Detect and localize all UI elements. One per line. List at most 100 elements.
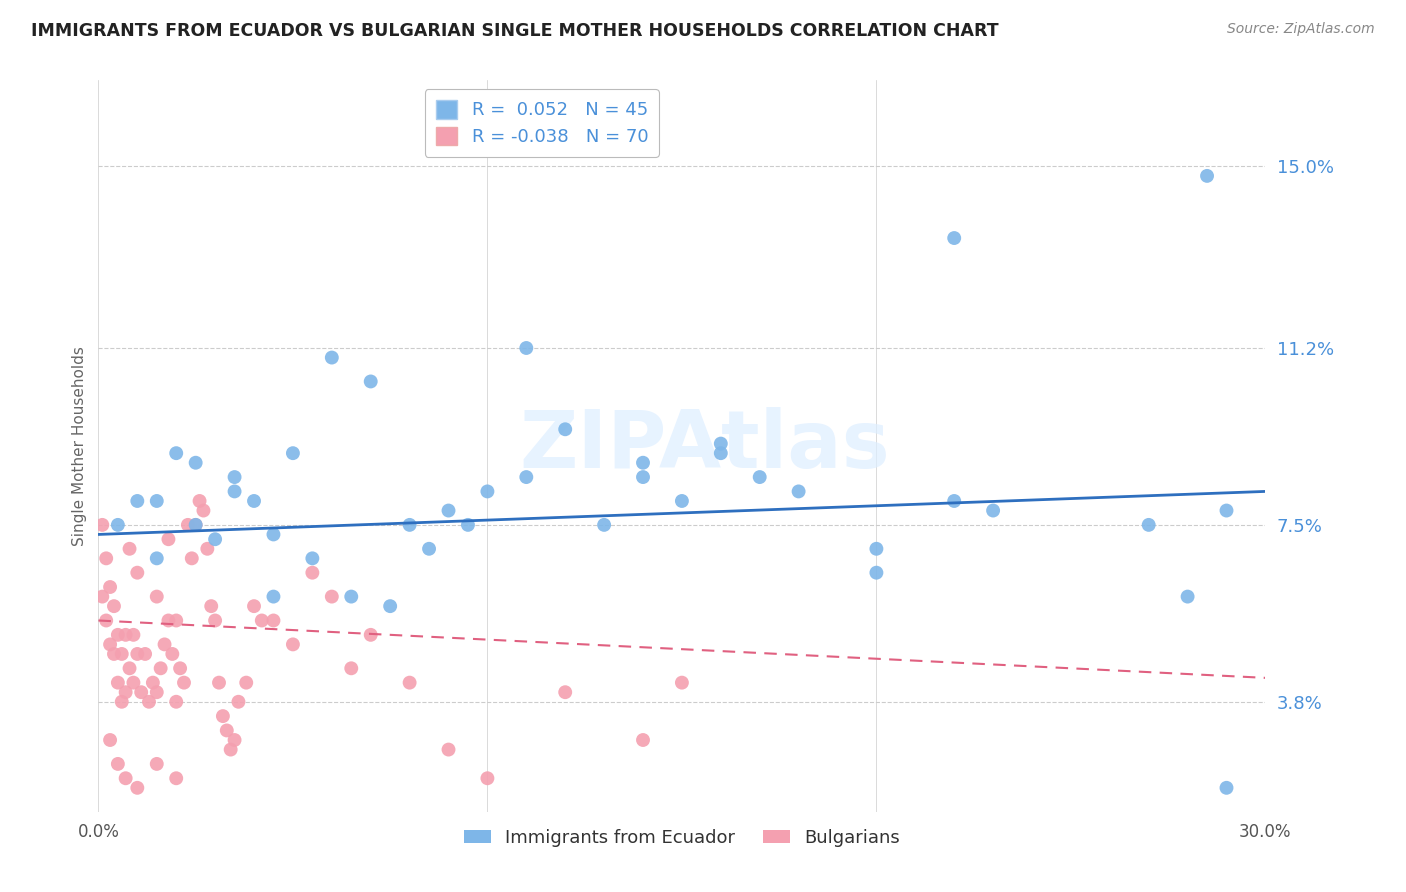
Point xyxy=(103,647,125,661)
Point xyxy=(146,494,169,508)
Point xyxy=(111,695,134,709)
Point xyxy=(224,470,246,484)
Point xyxy=(188,494,211,508)
Point xyxy=(710,436,733,450)
Point xyxy=(340,590,363,604)
Point xyxy=(671,675,693,690)
Point xyxy=(235,675,257,690)
Point xyxy=(301,551,323,566)
Point xyxy=(142,675,165,690)
Point xyxy=(177,517,200,532)
Point xyxy=(173,675,195,690)
Point xyxy=(204,533,226,547)
Point xyxy=(169,661,191,675)
Point xyxy=(631,733,654,747)
Point xyxy=(122,628,145,642)
Point xyxy=(243,494,266,508)
Point xyxy=(554,685,576,699)
Point xyxy=(204,614,226,628)
Legend: Immigrants from Ecuador, Bulgarians: Immigrants from Ecuador, Bulgarians xyxy=(457,822,907,854)
Point xyxy=(219,742,242,756)
Point xyxy=(165,695,187,709)
Point xyxy=(114,628,136,642)
Point xyxy=(224,484,246,499)
Point xyxy=(107,756,129,771)
Point xyxy=(208,675,231,690)
Point xyxy=(107,628,129,642)
Point xyxy=(165,771,187,785)
Point xyxy=(228,695,250,709)
Point xyxy=(91,517,114,532)
Point xyxy=(91,590,114,604)
Point xyxy=(146,590,169,604)
Point xyxy=(146,685,169,699)
Point xyxy=(157,533,180,547)
Point xyxy=(281,446,304,460)
Point xyxy=(554,422,576,436)
Point xyxy=(129,685,152,699)
Point xyxy=(127,780,149,795)
Point xyxy=(200,599,222,614)
Point xyxy=(134,647,156,661)
Point xyxy=(281,637,304,651)
Point xyxy=(631,456,654,470)
Point xyxy=(477,484,499,499)
Point xyxy=(262,590,284,604)
Point xyxy=(195,541,218,556)
Point xyxy=(1137,517,1160,532)
Point xyxy=(184,517,207,532)
Point xyxy=(437,503,460,517)
Point xyxy=(418,541,440,556)
Point xyxy=(138,695,160,709)
Point xyxy=(114,771,136,785)
Point xyxy=(98,733,121,747)
Point xyxy=(122,675,145,690)
Point xyxy=(118,661,141,675)
Point xyxy=(184,517,207,532)
Point xyxy=(380,599,402,614)
Point xyxy=(477,771,499,785)
Y-axis label: Single Mother Households: Single Mother Households xyxy=(72,346,87,546)
Point xyxy=(193,503,215,517)
Point xyxy=(127,647,149,661)
Point xyxy=(671,494,693,508)
Text: ZIPAtlas: ZIPAtlas xyxy=(520,407,890,485)
Point xyxy=(515,470,537,484)
Point xyxy=(981,503,1004,517)
Point xyxy=(943,494,966,508)
Point xyxy=(212,709,235,723)
Point xyxy=(262,614,284,628)
Point xyxy=(107,517,129,532)
Point xyxy=(146,756,169,771)
Point xyxy=(360,375,382,389)
Text: Source: ZipAtlas.com: Source: ZipAtlas.com xyxy=(1227,22,1375,37)
Point xyxy=(111,647,134,661)
Point xyxy=(321,351,343,365)
Point xyxy=(865,541,887,556)
Point xyxy=(224,733,246,747)
Point xyxy=(340,661,363,675)
Point xyxy=(107,675,129,690)
Point xyxy=(184,456,207,470)
Point xyxy=(149,661,172,675)
Point xyxy=(180,551,202,566)
Point xyxy=(262,527,284,541)
Point xyxy=(243,599,266,614)
Text: IMMIGRANTS FROM ECUADOR VS BULGARIAN SINGLE MOTHER HOUSEHOLDS CORRELATION CHART: IMMIGRANTS FROM ECUADOR VS BULGARIAN SIN… xyxy=(31,22,998,40)
Point xyxy=(1215,503,1237,517)
Point xyxy=(1195,169,1218,183)
Point xyxy=(162,647,184,661)
Point xyxy=(398,675,420,690)
Point xyxy=(515,341,537,355)
Point xyxy=(96,614,118,628)
Point xyxy=(631,470,654,484)
Point xyxy=(127,494,149,508)
Point xyxy=(865,566,887,580)
Point xyxy=(157,614,180,628)
Point xyxy=(593,517,616,532)
Point xyxy=(165,446,187,460)
Point xyxy=(321,590,343,604)
Point xyxy=(114,685,136,699)
Point xyxy=(215,723,238,738)
Point xyxy=(127,566,149,580)
